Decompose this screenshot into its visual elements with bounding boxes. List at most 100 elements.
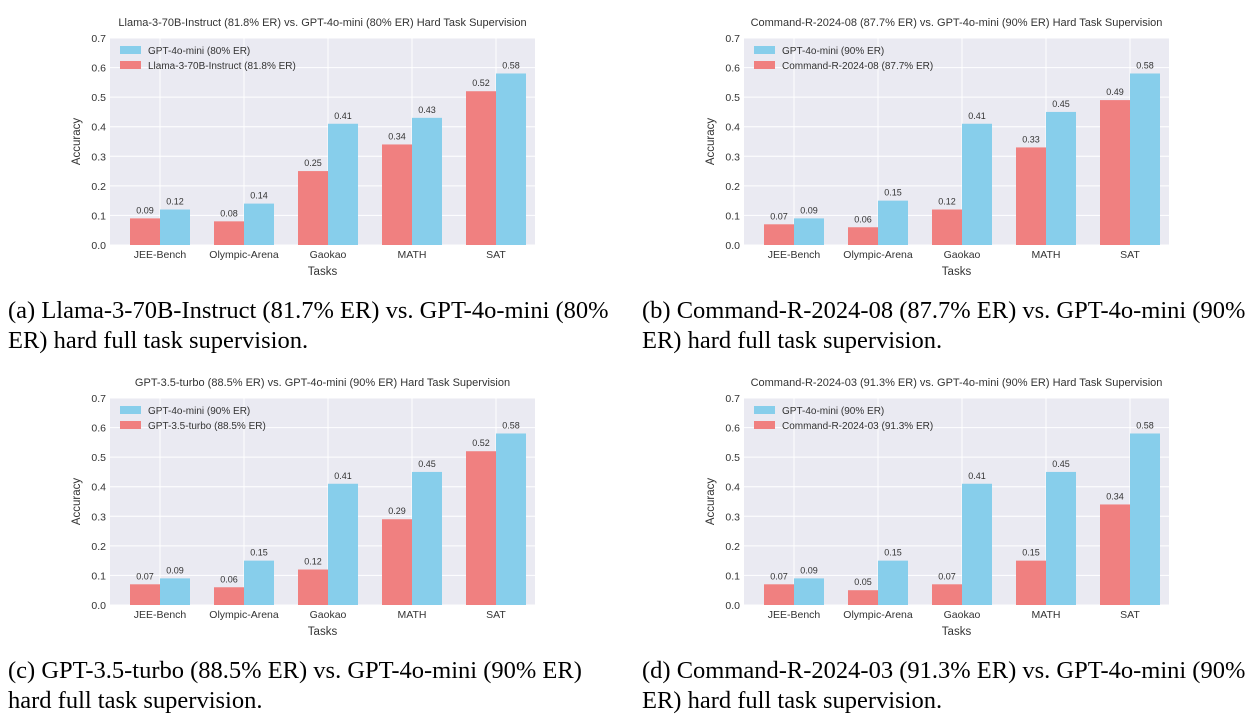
x-tick-label: Olympic-Arena bbox=[843, 249, 913, 261]
caption-b: (b) Command-R-2024-08 (87.7% ER) vs. GPT… bbox=[642, 297, 1246, 354]
x-tick-label: JEE-Bench bbox=[134, 249, 187, 261]
data-label: 0.09 bbox=[800, 205, 818, 215]
chart-title: Llama-3-70B-Instruct (81.8% ER) vs. GPT-… bbox=[118, 17, 526, 29]
data-label: 0.45 bbox=[1052, 99, 1070, 109]
y-tick-label: 0.4 bbox=[725, 482, 740, 494]
x-tick-label: MATH bbox=[398, 249, 427, 261]
y-tick-label: 0.7 bbox=[91, 393, 106, 405]
y-tick-label: 0.2 bbox=[725, 541, 740, 553]
legend-gpt-swatch bbox=[120, 406, 141, 414]
bar-other bbox=[130, 218, 160, 245]
x-axis-label: Tasks bbox=[308, 626, 338, 638]
chart-a: Llama-3-70B-Instruct (81.8% ER) vs. GPT-… bbox=[71, 17, 535, 278]
data-label: 0.29 bbox=[388, 506, 406, 516]
y-tick-label: 0.7 bbox=[725, 393, 740, 405]
y-tick-label: 0.5 bbox=[725, 452, 740, 464]
data-label: 0.41 bbox=[334, 111, 352, 121]
bar-gpt bbox=[962, 123, 992, 245]
bar-gpt bbox=[496, 73, 526, 245]
bar-other bbox=[382, 519, 412, 605]
x-tick-label: Olympic-Arena bbox=[209, 249, 279, 261]
chart-d: Command-R-2024-03 (91.3% ER) vs. GPT-4o-… bbox=[705, 377, 1169, 638]
y-axis-label: Accuracy bbox=[71, 478, 83, 526]
legend-other-label: GPT-3.5-turbo (88.5% ER) bbox=[148, 421, 266, 432]
legend-gpt-swatch bbox=[754, 406, 775, 414]
data-label: 0.49 bbox=[1106, 87, 1124, 97]
legend-gpt-swatch bbox=[120, 46, 141, 54]
data-label: 0.41 bbox=[968, 111, 986, 121]
data-label: 0.12 bbox=[938, 197, 956, 207]
data-label: 0.06 bbox=[854, 214, 872, 224]
legend-gpt-label: GPT-4o-mini (90% ER) bbox=[148, 406, 250, 417]
data-label: 0.34 bbox=[1106, 491, 1124, 501]
caption-c: (c) GPT-3.5-turbo (88.5% ER) vs. GPT-4o-… bbox=[8, 657, 582, 714]
x-tick-label: Gaokao bbox=[310, 249, 347, 261]
data-label: 0.06 bbox=[220, 574, 238, 584]
bar-gpt bbox=[328, 123, 358, 245]
y-axis-label: Accuracy bbox=[705, 478, 717, 526]
y-tick-label: 0.3 bbox=[725, 151, 740, 163]
x-tick-label: MATH bbox=[1032, 609, 1061, 621]
bar-other bbox=[298, 171, 328, 245]
legend-gpt-label: GPT-4o-mini (90% ER) bbox=[782, 46, 884, 57]
x-tick-label: MATH bbox=[398, 609, 427, 621]
bar-gpt bbox=[962, 483, 992, 605]
x-tick-label: JEE-Bench bbox=[768, 609, 821, 621]
bar-gpt bbox=[794, 218, 824, 245]
data-label: 0.45 bbox=[1052, 459, 1070, 469]
y-tick-label: 0.1 bbox=[91, 570, 106, 582]
plot-area bbox=[744, 398, 1169, 605]
data-label: 0.58 bbox=[502, 420, 520, 430]
bar-gpt bbox=[244, 203, 274, 245]
bar-other bbox=[848, 227, 878, 245]
y-axis-label: Accuracy bbox=[705, 118, 717, 166]
data-label: 0.07 bbox=[770, 571, 788, 581]
data-label: 0.08 bbox=[220, 208, 238, 218]
x-tick-label: Gaokao bbox=[944, 609, 981, 621]
data-label: 0.07 bbox=[770, 211, 788, 221]
bar-other bbox=[848, 590, 878, 605]
data-label: 0.15 bbox=[884, 188, 902, 198]
bar-other bbox=[466, 91, 496, 245]
data-label: 0.43 bbox=[418, 105, 436, 115]
data-label: 0.52 bbox=[472, 438, 490, 448]
bar-gpt bbox=[412, 117, 442, 245]
y-tick-label: 0.0 bbox=[725, 240, 740, 252]
y-tick-label: 0.5 bbox=[725, 92, 740, 104]
data-label: 0.33 bbox=[1022, 134, 1040, 144]
x-axis-label: Tasks bbox=[308, 266, 338, 278]
legend-gpt-label: GPT-4o-mini (90% ER) bbox=[782, 406, 884, 417]
data-label: 0.25 bbox=[304, 158, 322, 168]
y-tick-label: 0.1 bbox=[725, 570, 740, 582]
y-tick-label: 0.4 bbox=[91, 482, 106, 494]
bar-other bbox=[214, 587, 244, 605]
bar-other bbox=[1100, 504, 1130, 605]
bar-other bbox=[466, 451, 496, 605]
legend-other-swatch bbox=[120, 421, 141, 429]
chart-title: Command-R-2024-03 (91.3% ER) vs. GPT-4o-… bbox=[751, 377, 1163, 389]
x-tick-label: SAT bbox=[1120, 249, 1140, 261]
y-tick-label: 0.4 bbox=[725, 122, 740, 134]
y-tick-label: 0.6 bbox=[725, 63, 740, 75]
bar-other bbox=[932, 584, 962, 605]
x-tick-label: JEE-Bench bbox=[768, 249, 821, 261]
bar-gpt bbox=[878, 560, 908, 605]
data-label: 0.34 bbox=[388, 131, 406, 141]
y-tick-label: 0.1 bbox=[725, 210, 740, 222]
bar-gpt bbox=[328, 483, 358, 605]
x-tick-label: SAT bbox=[1120, 609, 1140, 621]
bar-other bbox=[214, 221, 244, 245]
data-label: 0.15 bbox=[884, 548, 902, 558]
legend-other-swatch bbox=[754, 421, 775, 429]
y-tick-label: 0.6 bbox=[91, 423, 106, 435]
bar-gpt bbox=[244, 560, 274, 605]
y-tick-label: 0.3 bbox=[91, 151, 106, 163]
chart-title: GPT-3.5-turbo (88.5% ER) vs. GPT-4o-mini… bbox=[135, 377, 510, 389]
x-tick-label: Olympic-Arena bbox=[843, 609, 913, 621]
y-tick-label: 0.4 bbox=[91, 122, 106, 134]
bar-other bbox=[298, 569, 328, 605]
data-label: 0.07 bbox=[136, 571, 154, 581]
bar-gpt bbox=[878, 200, 908, 245]
y-tick-label: 0.0 bbox=[91, 600, 106, 612]
bar-other bbox=[1016, 147, 1046, 245]
